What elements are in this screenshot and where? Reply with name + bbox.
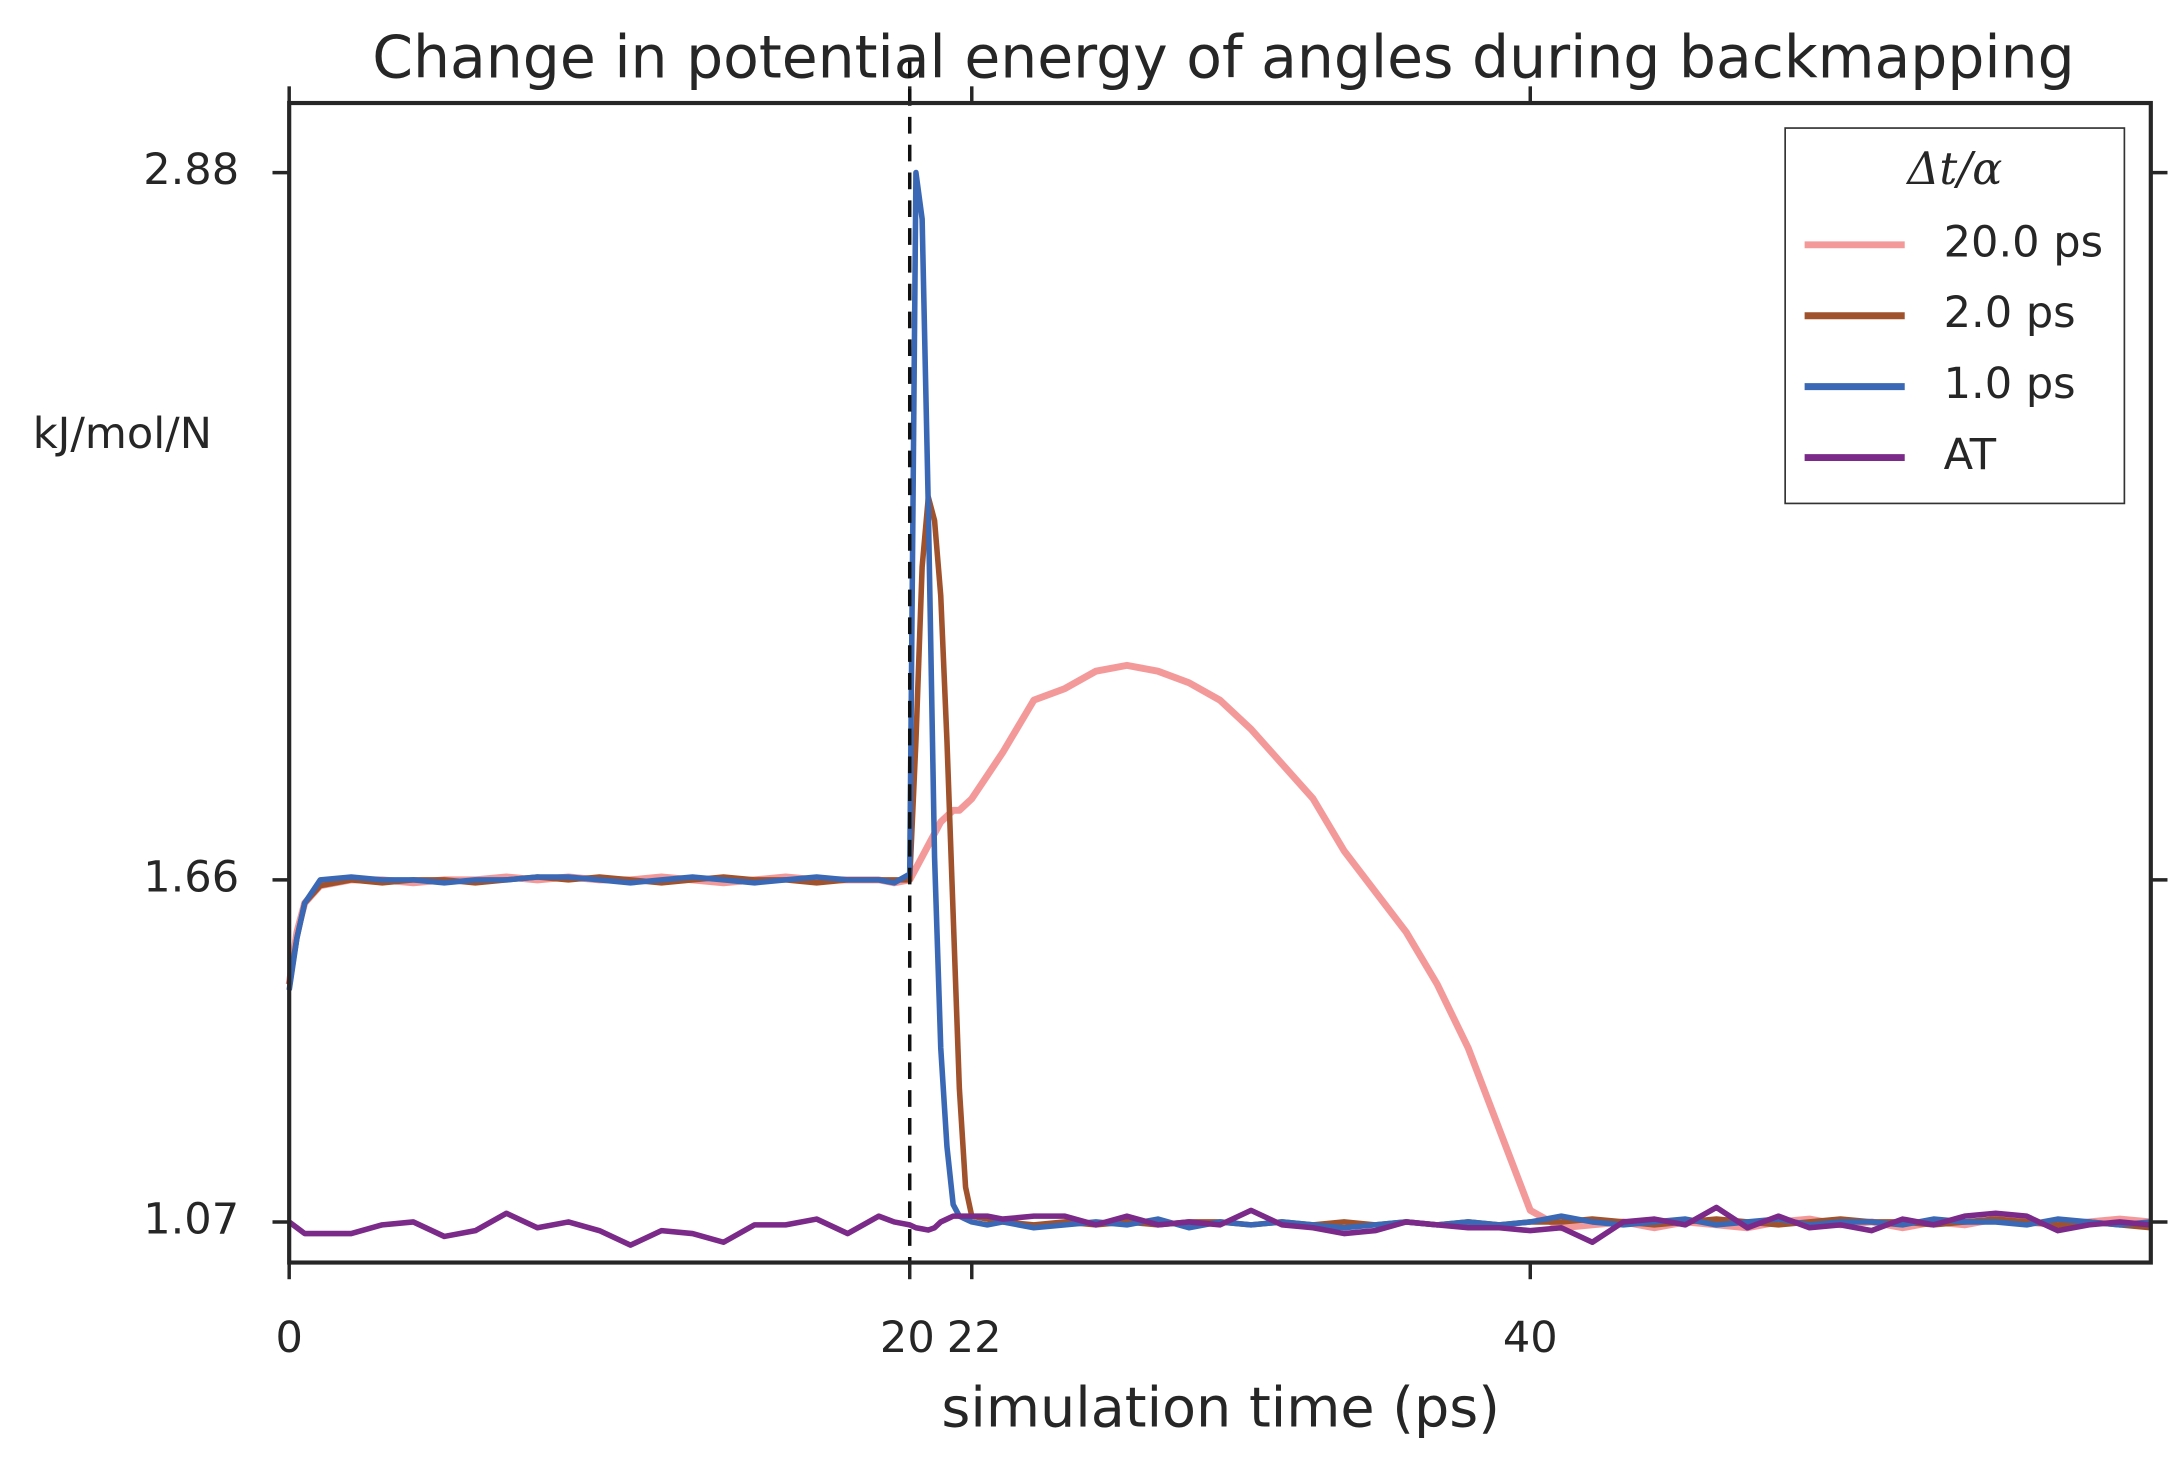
x-tick-label: 20 — [880, 1313, 935, 1363]
legend-label: 20.0 ps — [1944, 217, 2103, 267]
y-tick-label: 1.66 — [143, 852, 239, 902]
legend-title: Δt/α — [1905, 144, 2002, 195]
legend-label: AT — [1944, 430, 1997, 480]
chart-title: Change in potential energy of angles dur… — [372, 23, 2074, 91]
x-tick-label: 0 — [275, 1313, 302, 1363]
x-tick-label: 40 — [1503, 1313, 1558, 1363]
series-line — [286, 494, 2152, 1231]
y-tick-label: 1.07 — [143, 1194, 239, 1244]
series-line — [287, 1204, 2152, 1248]
legend-label: 2.0 ps — [1944, 288, 2076, 338]
legend-label: 1.0 ps — [1944, 359, 2076, 409]
y-axis-label: kJ/mol/N — [33, 409, 212, 459]
x-tick-label: 22 — [947, 1313, 1002, 1363]
series-line — [285, 661, 2152, 1232]
x-axis-label: simulation time (ps) — [941, 1375, 1500, 1440]
y-tick-label: 2.88 — [143, 145, 239, 195]
plot-frame — [287, 100, 2153, 1265]
